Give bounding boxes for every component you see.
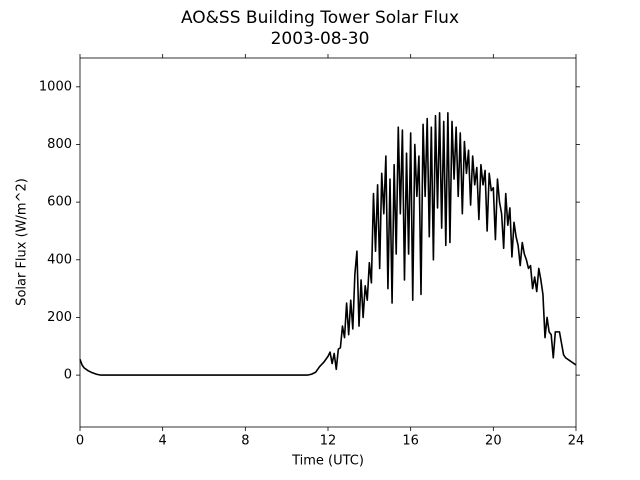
- flux-line: [79, 111, 577, 376]
- x-tick-label: 20: [485, 434, 502, 449]
- x-tick-label: 12: [320, 434, 337, 449]
- y-tick-label: 1000: [39, 79, 72, 94]
- y-tick-label: 0: [64, 368, 72, 383]
- y-tick-label: 600: [47, 195, 72, 210]
- x-tick-label: 0: [76, 434, 84, 449]
- x-tick-label: 8: [241, 434, 249, 449]
- chart-title: AO&SS Building Tower Solar Flux: [181, 8, 459, 28]
- y-tick-label: 200: [47, 310, 72, 325]
- y-axis-label: Solar Flux (W/m^2): [15, 178, 30, 306]
- x-tick-label: 24: [568, 434, 585, 449]
- x-tick-label: 4: [159, 434, 167, 449]
- x-tick-label: 16: [402, 434, 419, 449]
- y-tick-label: 800: [47, 137, 72, 152]
- x-axis-label: Time (UTC): [291, 454, 364, 469]
- chart-subtitle: 2003-08-30: [271, 29, 370, 49]
- y-tick-label: 400: [47, 252, 72, 267]
- plot-frame: [79, 57, 577, 428]
